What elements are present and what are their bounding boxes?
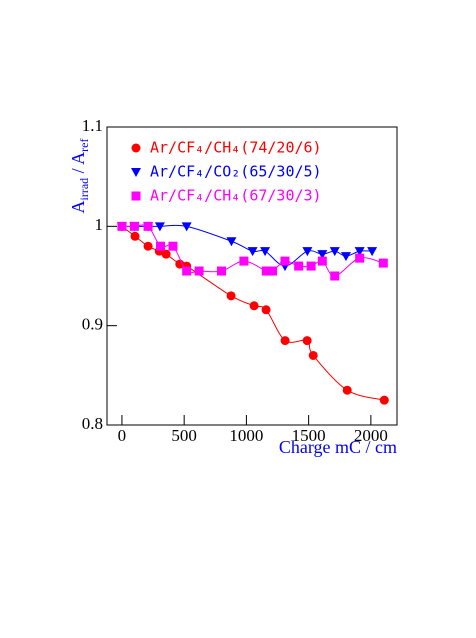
- data-point: [294, 261, 304, 271]
- data-point: [226, 291, 236, 301]
- y-tick-label: 1.1: [82, 116, 103, 135]
- plot-frame: [106, 126, 398, 426]
- data-point: [261, 266, 271, 276]
- data-point: [280, 336, 290, 346]
- data-point: [280, 256, 290, 266]
- y-tick-label: 1: [95, 215, 104, 234]
- y-tick-label: 0.8: [82, 414, 103, 433]
- data-point: [340, 252, 351, 262]
- data-point: [129, 221, 139, 231]
- data-point: [302, 247, 313, 257]
- data-point: [261, 305, 271, 315]
- legend-marker: [131, 191, 141, 201]
- x-tick-label: 1500: [292, 426, 326, 445]
- y-label-part: A: [68, 201, 88, 214]
- y-label-part: / A: [68, 152, 88, 178]
- y-label-part: irrad: [77, 178, 91, 201]
- legend-label: Ar/CF₄/CH₄(67/30/3): [150, 187, 322, 205]
- data-point: [268, 266, 278, 276]
- data-point: [194, 266, 204, 276]
- data-point: [317, 250, 328, 260]
- data-point: [130, 231, 140, 241]
- data-point: [154, 222, 165, 232]
- data-point: [175, 259, 185, 269]
- data-point: [181, 222, 192, 232]
- data-point: [156, 241, 166, 251]
- legend-label: Ar/CF₄/CO₂(65/30/5): [150, 163, 322, 181]
- legend-marker: [131, 143, 141, 153]
- x-tick-label: 0: [118, 426, 127, 445]
- data-point: [117, 221, 127, 231]
- y-label-part: ref: [77, 139, 91, 152]
- data-point: [302, 336, 312, 346]
- data-point: [217, 266, 227, 276]
- data-point: [247, 247, 258, 257]
- data-point: [330, 271, 340, 281]
- data-point: [308, 350, 318, 360]
- data-point: [143, 241, 153, 251]
- data-point: [378, 258, 388, 268]
- data-point: [260, 247, 271, 257]
- data-point: [355, 253, 365, 263]
- x-tick-label: 2000: [354, 426, 388, 445]
- data-point: [143, 221, 153, 231]
- data-point: [306, 261, 316, 271]
- data-point: [367, 247, 378, 257]
- data-point: [182, 266, 192, 276]
- data-point: [354, 247, 365, 257]
- y-axis-label: Airrad / Aref: [68, 139, 91, 214]
- legend-label: Ar/CF₄/CH₄(74/20/6): [150, 139, 322, 157]
- data-point: [249, 301, 259, 311]
- data-point: [342, 385, 352, 395]
- data-point: [168, 241, 178, 251]
- y-tick-label: 0.9: [82, 315, 103, 334]
- x-tick-label: 500: [171, 426, 197, 445]
- data-point: [329, 247, 340, 257]
- data-point: [239, 256, 249, 266]
- data-point: [317, 256, 327, 266]
- data-point: [161, 249, 171, 259]
- data-point: [226, 237, 237, 247]
- legend-marker: [131, 168, 141, 177]
- x-tick-label: 1000: [229, 426, 263, 445]
- data-point: [379, 395, 389, 405]
- x-axis-label: Charge mC / cm: [279, 437, 397, 457]
